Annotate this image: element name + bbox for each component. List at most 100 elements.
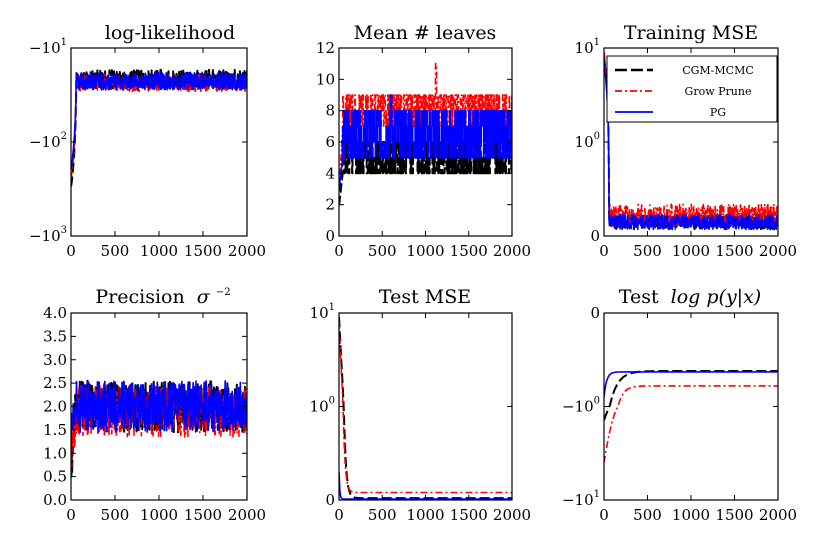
legend-box: [606, 55, 778, 123]
legend-label-grow-prune: Grow Prune: [685, 85, 752, 98]
x-tick-label: 1000: [672, 506, 710, 524]
x-tick-label: 500: [101, 506, 130, 524]
tick-base: 4.0: [43, 304, 67, 322]
series-line-cgm-mcmc: [339, 317, 512, 500]
series-group: [71, 68, 247, 187]
tick-base: 10: [575, 133, 594, 151]
tick-base: 2000: [228, 506, 266, 524]
tick-base: 1000: [140, 506, 178, 524]
series-line-pg: [71, 380, 247, 452]
tick-base: 500: [101, 242, 130, 260]
tick-base: 500: [633, 242, 662, 260]
panel-title: Test MSE: [379, 286, 471, 308]
tick-base: 0: [325, 227, 335, 245]
x-tick-label: 2000: [759, 242, 797, 260]
y-tick-label: −103: [29, 225, 67, 245]
tick-base: 4: [325, 164, 335, 182]
legend-label-cgm-mcmc: CGM-MCMC: [682, 64, 754, 77]
tick-base: 3.5: [43, 327, 67, 345]
x-tick-label: 2000: [228, 506, 266, 524]
x-tick-label: 500: [368, 506, 397, 524]
tick-exponent: 0: [329, 396, 335, 407]
y-tick-label: −101: [29, 37, 67, 57]
x-tick-label: 1000: [406, 506, 444, 524]
panel-title: Training MSE: [624, 22, 758, 44]
tick-base: 10: [310, 304, 329, 322]
tick-base: 1000: [406, 242, 444, 260]
panel-title: Precision σ −2: [95, 286, 230, 308]
y-tick-label: 101: [575, 37, 600, 57]
tick-base: 1000: [672, 242, 710, 260]
tick-base: 12: [316, 39, 335, 57]
x-tick-label: 0: [66, 506, 76, 524]
tick-base: 500: [368, 506, 397, 524]
y-tick-label: 6: [325, 133, 335, 151]
x-tick-label: 1500: [184, 242, 222, 260]
series-line-pg: [604, 371, 778, 398]
y-tick-label: 100: [310, 396, 335, 416]
y-tick-label: −100: [562, 396, 600, 416]
x-tick-label: 0: [66, 242, 76, 260]
x-tick-label: 500: [633, 506, 662, 524]
y-tick-label: 0: [325, 491, 335, 509]
x-tick-label: 0: [334, 506, 344, 524]
plot-area: 0 500 1000 1500 2000 0 2 4 6 8 10 12: [316, 39, 531, 260]
x-tick-label: 1500: [450, 242, 488, 260]
tick-base: 2000: [759, 506, 797, 524]
y-tick-label: −102: [29, 131, 67, 151]
legend-label-pg: PG: [710, 106, 726, 119]
panel-title-text: Precision: [95, 286, 184, 308]
panel-title: log-likelihood: [105, 22, 235, 44]
y-tick-label: 2.5: [43, 374, 67, 392]
series-group: [604, 52, 778, 231]
tick-exponent: 1: [594, 489, 600, 500]
x-tick-label: 0: [334, 242, 344, 260]
tick-base: 0.5: [43, 468, 67, 486]
panel-title-math: σ: [197, 286, 211, 308]
tick-base: 2.0: [43, 398, 67, 416]
y-tick-label: 3.5: [43, 327, 67, 345]
x-tick-label: 1500: [715, 506, 753, 524]
tick-base: 10: [310, 398, 329, 416]
y-tick-label: 0.0: [43, 491, 67, 509]
x-tick-label: 2000: [228, 242, 266, 260]
tick-base: 2000: [493, 242, 531, 260]
series-group: [339, 317, 512, 500]
tick-base: 2000: [228, 242, 266, 260]
tick-base: 2: [325, 196, 335, 214]
tick-base: 3.0: [43, 351, 67, 369]
y-tick-label: 12: [316, 39, 335, 57]
tick-base: 0: [66, 506, 76, 524]
x-tick-label: 0: [599, 506, 609, 524]
tick-base: −10: [29, 133, 61, 151]
y-tick-label: 10: [316, 70, 335, 88]
series-line-pg: [339, 94, 512, 190]
tick-base: 8: [325, 102, 335, 120]
tick-base: 1500: [715, 506, 753, 524]
tick-base: 500: [633, 506, 662, 524]
panel-title-math: log p(y|x): [671, 286, 762, 308]
tick-base: 1000: [140, 242, 178, 260]
axes-frame: [338, 312, 513, 501]
tick-base: 1500: [715, 242, 753, 260]
x-tick-label: 1000: [406, 242, 444, 260]
series-line-cgm-mcmc: [604, 370, 778, 421]
plot-area: 0 500 1000 1500 2000 0.0 0.5 1.0 1.5 2.0 2.5 3.0 3.5…: [43, 304, 266, 524]
tick-exponent: 1: [594, 37, 600, 48]
tick-base: 1000: [672, 506, 710, 524]
tick-base: 0: [599, 242, 609, 260]
y-tick-label: 1.5: [43, 421, 67, 439]
x-tick-label: 1000: [140, 242, 178, 260]
x-tick-label: 1000: [672, 242, 710, 260]
tick-base: 0: [66, 242, 76, 260]
tick-base: 500: [368, 242, 397, 260]
y-tick-label: 1.0: [43, 444, 67, 462]
tick-exponent: 3: [61, 225, 67, 236]
series-line-grow-prune: [339, 322, 512, 494]
y-tick-label: 4.0: [43, 304, 67, 322]
